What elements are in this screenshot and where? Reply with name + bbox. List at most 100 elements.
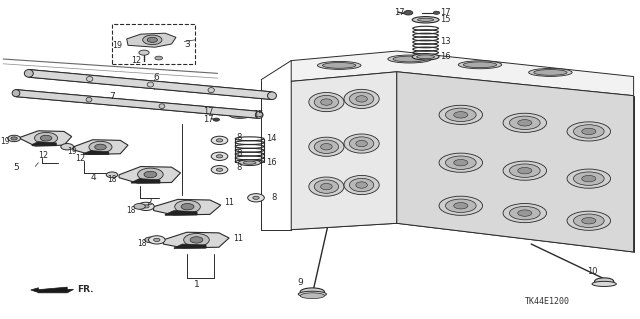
Ellipse shape — [454, 203, 468, 209]
Ellipse shape — [595, 278, 614, 285]
Ellipse shape — [503, 113, 547, 132]
Ellipse shape — [211, 136, 228, 145]
Ellipse shape — [393, 56, 426, 62]
Text: 2: 2 — [146, 198, 152, 207]
Ellipse shape — [248, 194, 264, 202]
Ellipse shape — [314, 180, 339, 193]
Circle shape — [139, 50, 149, 55]
Ellipse shape — [308, 177, 344, 196]
Ellipse shape — [518, 120, 532, 126]
Text: 19: 19 — [67, 147, 77, 156]
Text: 5: 5 — [13, 163, 19, 172]
Ellipse shape — [582, 175, 596, 182]
Circle shape — [433, 11, 440, 14]
Polygon shape — [397, 72, 634, 252]
Text: 16: 16 — [266, 158, 276, 167]
Ellipse shape — [243, 161, 256, 164]
Ellipse shape — [321, 183, 332, 190]
Ellipse shape — [503, 161, 547, 180]
Ellipse shape — [445, 199, 476, 212]
Circle shape — [95, 144, 106, 150]
Ellipse shape — [573, 214, 604, 227]
Circle shape — [145, 237, 156, 243]
Circle shape — [138, 168, 163, 181]
Text: 18: 18 — [137, 239, 147, 248]
Ellipse shape — [211, 166, 228, 174]
Ellipse shape — [417, 55, 435, 59]
Ellipse shape — [582, 218, 596, 224]
Ellipse shape — [138, 202, 154, 211]
Text: 1: 1 — [195, 280, 200, 289]
Text: 8: 8 — [237, 149, 242, 158]
Text: 18: 18 — [107, 175, 116, 184]
Circle shape — [11, 137, 17, 140]
Ellipse shape — [344, 175, 379, 195]
Ellipse shape — [314, 140, 339, 153]
Ellipse shape — [300, 288, 324, 296]
Text: 16: 16 — [440, 52, 451, 61]
Text: 12: 12 — [131, 56, 141, 65]
Circle shape — [40, 135, 52, 141]
Circle shape — [155, 56, 163, 60]
Ellipse shape — [208, 87, 214, 93]
Text: TK44E1200: TK44E1200 — [525, 297, 570, 306]
Ellipse shape — [12, 90, 20, 97]
Ellipse shape — [344, 134, 379, 153]
Ellipse shape — [216, 155, 223, 158]
Ellipse shape — [454, 160, 468, 166]
Polygon shape — [163, 232, 229, 248]
Polygon shape — [174, 244, 206, 249]
Text: 7: 7 — [109, 93, 115, 101]
Polygon shape — [154, 199, 221, 215]
Ellipse shape — [445, 108, 476, 122]
Ellipse shape — [253, 196, 259, 199]
Ellipse shape — [321, 144, 332, 150]
Ellipse shape — [298, 291, 326, 297]
Ellipse shape — [509, 206, 540, 220]
Ellipse shape — [509, 116, 540, 130]
Circle shape — [106, 172, 118, 178]
Text: 14: 14 — [266, 134, 276, 143]
Ellipse shape — [234, 114, 246, 117]
Ellipse shape — [86, 77, 93, 82]
Polygon shape — [127, 33, 176, 47]
Ellipse shape — [317, 61, 361, 70]
Text: 6: 6 — [154, 73, 159, 82]
Ellipse shape — [321, 99, 332, 105]
Circle shape — [89, 141, 112, 153]
Ellipse shape — [573, 172, 604, 185]
Text: 4: 4 — [91, 173, 97, 182]
Circle shape — [35, 132, 58, 144]
Ellipse shape — [300, 293, 324, 299]
Ellipse shape — [388, 55, 431, 63]
Ellipse shape — [412, 54, 439, 60]
Ellipse shape — [211, 152, 228, 160]
Ellipse shape — [349, 92, 374, 106]
Circle shape — [181, 204, 194, 210]
Ellipse shape — [529, 68, 572, 77]
Ellipse shape — [573, 125, 604, 138]
Ellipse shape — [308, 137, 344, 156]
Text: 12: 12 — [38, 151, 49, 160]
Ellipse shape — [230, 113, 250, 118]
Ellipse shape — [509, 164, 540, 177]
Circle shape — [144, 171, 157, 178]
Circle shape — [404, 11, 413, 15]
Text: 15: 15 — [253, 110, 263, 119]
Ellipse shape — [454, 112, 468, 118]
Ellipse shape — [418, 18, 434, 21]
Polygon shape — [74, 140, 128, 154]
Ellipse shape — [458, 61, 502, 69]
Ellipse shape — [349, 178, 374, 192]
Polygon shape — [29, 70, 272, 100]
Ellipse shape — [323, 63, 356, 68]
Text: 8: 8 — [271, 193, 276, 202]
Circle shape — [190, 237, 203, 243]
Circle shape — [212, 110, 220, 114]
Circle shape — [143, 35, 162, 45]
Text: 12: 12 — [76, 154, 86, 163]
Ellipse shape — [518, 167, 532, 174]
Text: 11: 11 — [224, 198, 234, 207]
Ellipse shape — [344, 89, 379, 108]
Text: 11: 11 — [234, 234, 244, 243]
